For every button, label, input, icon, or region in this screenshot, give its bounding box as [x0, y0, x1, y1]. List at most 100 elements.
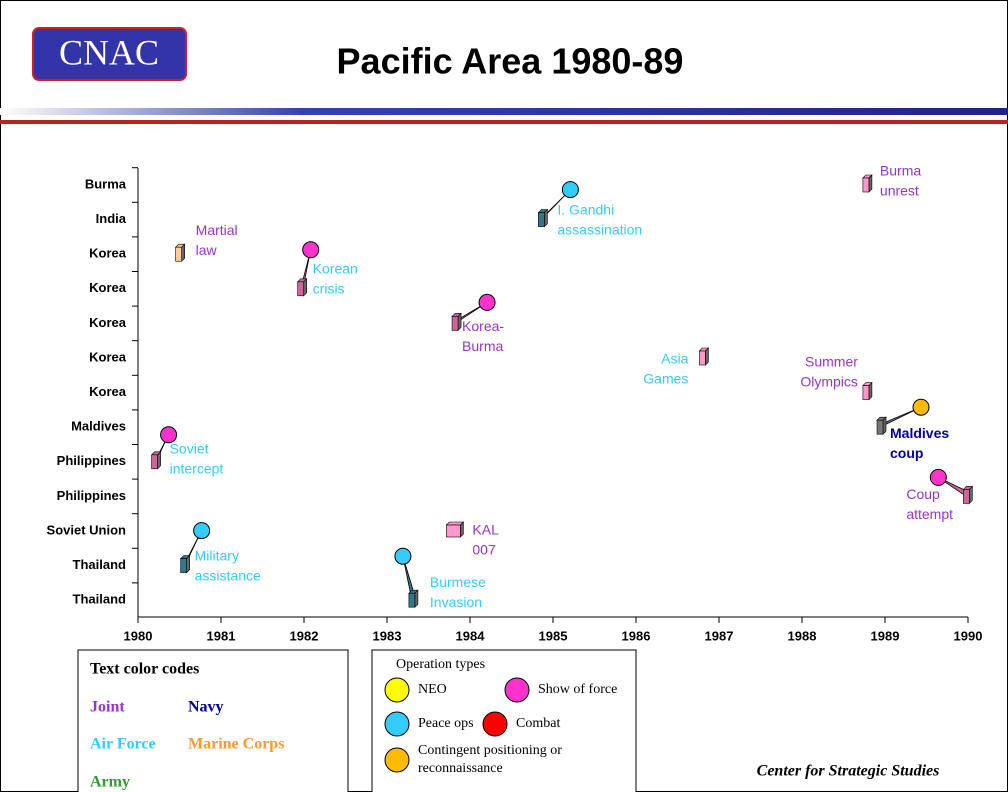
legend-item: NEO [418, 682, 447, 697]
event-label: law [196, 242, 218, 258]
event-label: KAL [472, 522, 499, 538]
box-side [460, 521, 464, 538]
box-side [414, 589, 419, 608]
legend-swatch [384, 747, 410, 773]
event-label: Olympics [800, 373, 858, 389]
legend-item: Joint [90, 699, 125, 716]
y-tick-label: Maldives [71, 419, 126, 434]
box-side [882, 416, 887, 435]
legend-swatch [504, 677, 530, 703]
event-label: assassination [557, 221, 642, 237]
x-tick-label: 1989 [871, 628, 900, 643]
event-box [862, 177, 870, 193]
legend-item: Navy [188, 699, 224, 716]
event-label: Summer [805, 353, 858, 369]
legend-item: Peace ops [418, 716, 474, 731]
pin-ball [394, 547, 412, 565]
pin-ball [302, 241, 320, 259]
event-label: Korean [313, 261, 358, 277]
logo-box [32, 27, 187, 81]
legend-swatch [384, 677, 410, 703]
event-box [699, 350, 706, 366]
footer: Center for Strategic Studies [757, 763, 940, 780]
event-label: assistance [195, 567, 261, 583]
x-tick-label: 1981 [207, 628, 236, 643]
x-tick-label: 1990 [954, 628, 983, 643]
box-side [868, 381, 873, 401]
event-label: Korea- [462, 318, 504, 334]
event-label: Asia [661, 351, 688, 367]
event-label: Burma [462, 338, 503, 354]
legend-item: Contingent positioning or [418, 743, 562, 758]
event-label: Coup [906, 486, 940, 502]
event-box [297, 281, 304, 297]
event-label: unrest [880, 183, 919, 199]
legend-title: Operation types [396, 657, 485, 672]
event-box [446, 524, 461, 538]
event-label: coup [890, 445, 923, 461]
chart-title: Pacific Area 1980-89 [337, 41, 684, 82]
y-tick-label: Soviet Union [47, 522, 127, 537]
y-tick-label: Korea [89, 280, 127, 295]
legend-item: Show of force [538, 682, 617, 697]
event-box [451, 316, 459, 331]
event-box [876, 419, 884, 435]
y-tick-label: Burma [85, 176, 127, 191]
event-label: Burma [880, 163, 921, 179]
y-tick-label: Thailand [73, 592, 127, 607]
event-label: Invasion [430, 594, 482, 610]
y-tick-label: Philippines [57, 453, 126, 468]
box-side [186, 554, 190, 574]
event-label: attempt [906, 506, 953, 522]
y-tick-label: Korea [89, 315, 127, 330]
event-box [862, 385, 870, 400]
x-tick-label: 1986 [622, 628, 651, 643]
box-side [157, 451, 161, 470]
event-label: I. Gandhi [557, 201, 614, 217]
y-tick-label: Korea [89, 384, 127, 399]
pin-ball [478, 293, 496, 311]
event-label: intercept [170, 461, 224, 477]
event-label: Military [195, 547, 239, 563]
header-line [0, 120, 1008, 124]
box-side [868, 174, 873, 193]
pin-ball [912, 398, 930, 416]
box-side [303, 278, 307, 297]
y-tick-label: Thailand [73, 557, 127, 572]
legend-item: Army [90, 774, 130, 791]
pin-ball [929, 468, 947, 486]
box-side [969, 485, 973, 505]
box-side [544, 208, 548, 228]
event-label: Soviet [170, 441, 209, 457]
event-label: Burmese [430, 574, 486, 590]
legend-item: Marine Corps [188, 736, 284, 753]
box-side [181, 243, 185, 262]
event-box [175, 246, 182, 262]
legend-swatch [482, 711, 508, 737]
event-box [963, 489, 970, 504]
x-tick-label: 1980 [124, 628, 153, 643]
y-tick-label: Philippines [57, 488, 126, 503]
pin-ball [160, 426, 178, 444]
x-tick-label: 1983 [373, 628, 402, 643]
x-tick-label: 1988 [788, 628, 817, 643]
event-label: Martial [196, 222, 238, 238]
event-box [180, 558, 187, 573]
legend-swatch [384, 711, 410, 737]
x-tick-label: 1984 [456, 628, 486, 643]
event-box [538, 212, 545, 227]
legend-item: Air Force [90, 736, 156, 753]
x-tick-label: 1982 [290, 628, 319, 643]
logo: CNAC [59, 32, 159, 72]
event-box [151, 454, 158, 470]
pin-ball [193, 522, 211, 540]
legend-item: Combat [516, 716, 560, 731]
event-box [408, 592, 416, 608]
y-tick-label: India [96, 211, 127, 226]
event-label: Maldives [890, 425, 949, 441]
legend-item: reconnaissance [418, 761, 503, 776]
event-label: 007 [472, 542, 496, 558]
event-label: Games [643, 371, 688, 387]
text-legend-box [77, 649, 349, 792]
